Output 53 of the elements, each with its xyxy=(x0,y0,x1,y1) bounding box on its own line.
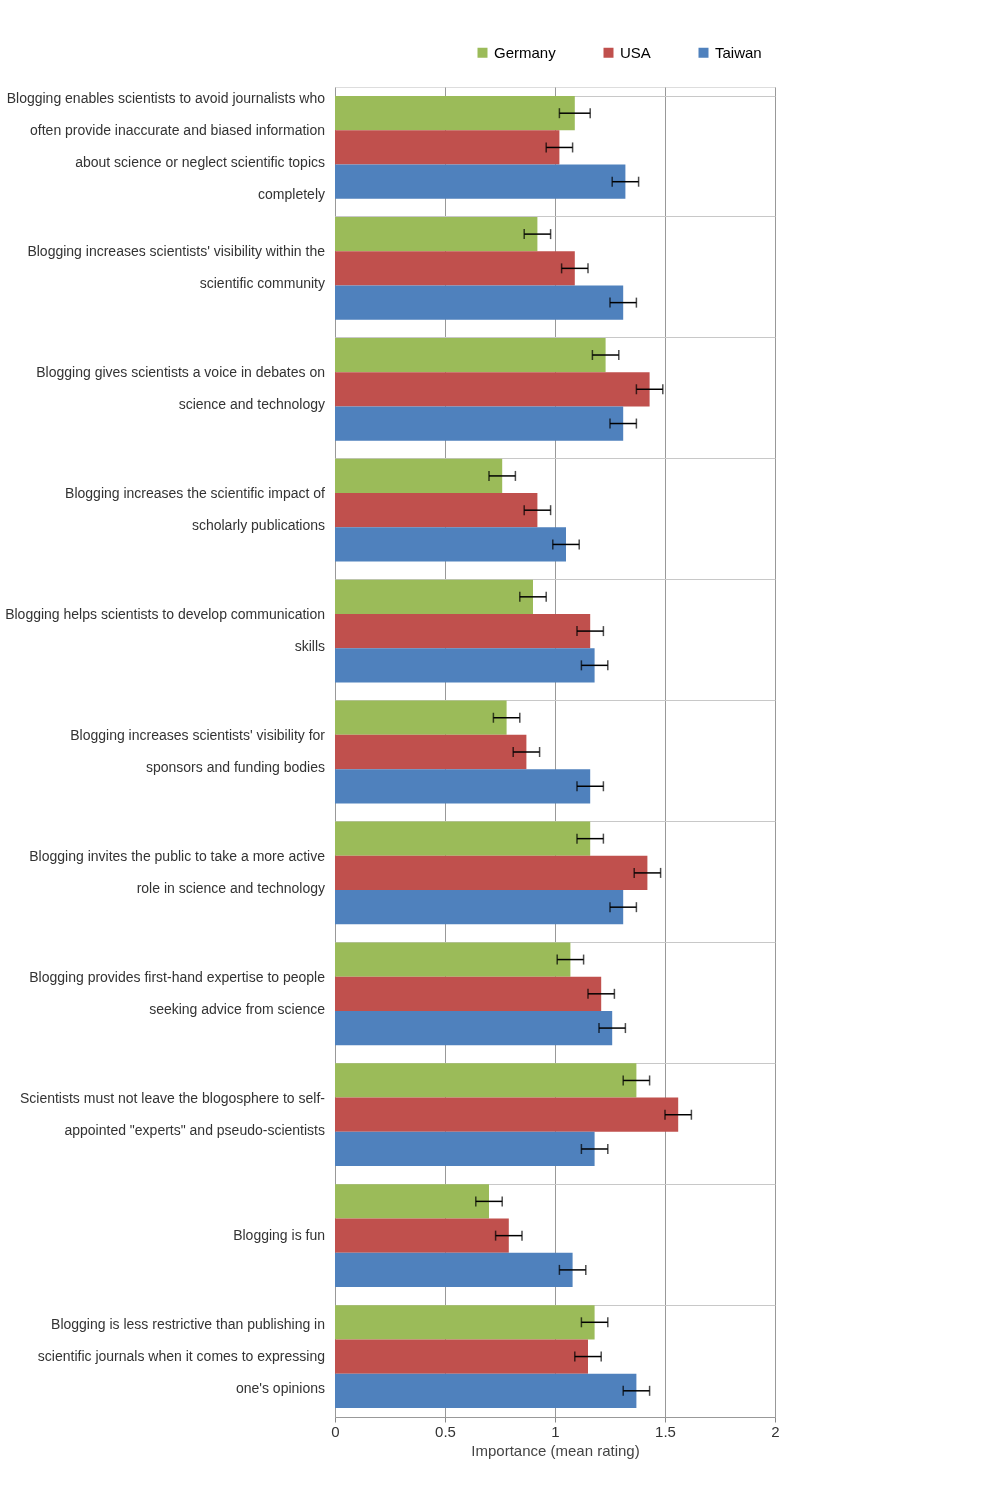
x-axis-title: Importance (mean rating) xyxy=(471,1441,640,1459)
legend-label: Germany xyxy=(494,43,557,61)
bar xyxy=(335,1063,637,1098)
y-tick-label: Blogging invites the public to take a more active role in science and technology xyxy=(29,847,326,896)
bar xyxy=(335,527,566,562)
bar xyxy=(335,890,624,925)
bar xyxy=(335,734,527,770)
bar xyxy=(335,821,591,856)
bar xyxy=(335,1218,509,1253)
bar xyxy=(335,855,648,891)
bar xyxy=(335,164,626,199)
bar xyxy=(335,1252,573,1288)
x-tick-label: 0 xyxy=(331,1422,340,1440)
y-tick-label: Blogging increases scientists' visibility for sponsors and funding bodies xyxy=(70,727,326,775)
bar xyxy=(335,251,575,286)
bar xyxy=(335,579,533,614)
bar xyxy=(335,942,571,977)
y-tick-label: Blogging gives scientists a voice in debates on science and technology xyxy=(36,364,325,413)
legend-label: USA xyxy=(620,43,651,61)
bar xyxy=(335,1097,679,1132)
bar xyxy=(335,337,606,373)
bar xyxy=(335,700,507,735)
bar xyxy=(335,1305,595,1340)
y-tick-label: Blogging increases the scientific impact of scholarly publications xyxy=(65,485,326,534)
x-tick-label: 0.5 xyxy=(435,1422,456,1440)
y-tick-label: Scientists must not leave the blogosphere to self-appointed "experts" and pseudo-scientists xyxy=(19,1089,326,1138)
bar xyxy=(335,1339,588,1374)
bar xyxy=(335,976,602,1011)
y-tick-label: Blogging helps scientists to develop communication skills xyxy=(5,606,325,655)
y-tick-label: Blogging is fun xyxy=(233,1226,325,1243)
bar xyxy=(335,648,595,683)
x-tick-label: 1 xyxy=(551,1422,560,1440)
y-tick-label: Blogging provides first-hand expertise to people seeking advice from science xyxy=(29,968,326,1017)
legend-label: Taiwan xyxy=(715,43,762,61)
bar xyxy=(335,1373,637,1408)
bar xyxy=(335,493,538,528)
bar xyxy=(335,130,560,165)
bar xyxy=(335,458,503,494)
y-tick-label: Blogging is less restrictive than publishing in scientific journals when it comes to expressing one's opinions xyxy=(37,1315,325,1396)
bar xyxy=(335,372,650,407)
bar xyxy=(335,1184,489,1219)
bar xyxy=(335,769,591,804)
y-tick-label: Blogging enables scientists to avoid journalists who often provide inaccurate and biased information about science or neglect scientific topics completely xyxy=(6,90,326,203)
bar xyxy=(335,285,624,320)
bar xyxy=(335,1010,613,1046)
bar xyxy=(335,1131,595,1167)
x-tick-label: 2 xyxy=(771,1422,780,1440)
bar xyxy=(335,216,538,252)
y-tick-label: Blogging increases scientists' visibility within the scientific community xyxy=(27,243,326,292)
x-tick-label: 1.5 xyxy=(655,1422,676,1440)
bar xyxy=(335,406,624,441)
bar xyxy=(335,613,591,649)
bar xyxy=(335,96,575,131)
